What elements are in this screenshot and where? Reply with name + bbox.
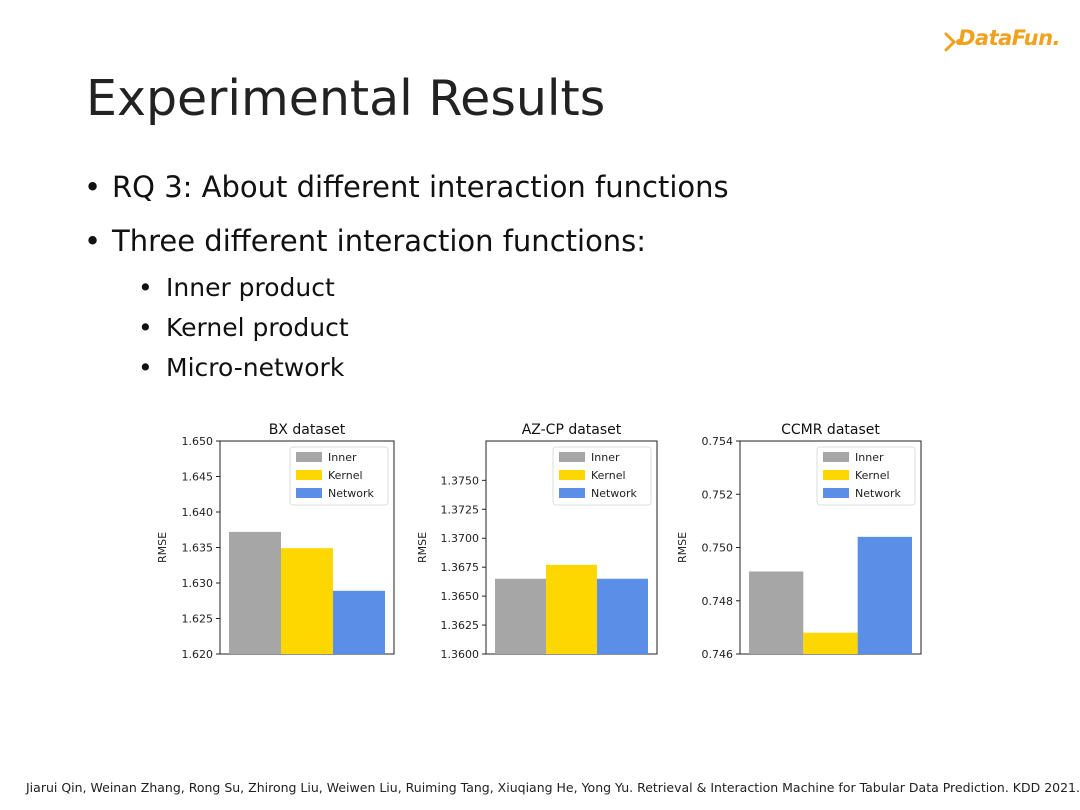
chart-title: BX dataset [269, 422, 346, 438]
bullet-text: Three different interaction functions: [112, 224, 647, 258]
y-tick-label: 1.3700 [441, 532, 480, 545]
y-tick-label: 1.625 [182, 613, 214, 626]
y-tick-label: 1.3675 [441, 561, 480, 574]
chart-panel: AZ-CP dataset 1.3600 1.3625 1.3650 1.3675 1.3… [416, 422, 658, 661]
legend-label: Network [855, 487, 902, 500]
y-tick-label: 1.3725 [441, 503, 480, 516]
bar-inner [749, 571, 804, 654]
y-axis-label: RMSE [416, 532, 429, 563]
legend-label: Network [591, 487, 638, 500]
subbullet-item: • Inner product [138, 268, 729, 308]
y-tick-label: 1.630 [182, 577, 214, 590]
legend-swatch [559, 470, 585, 480]
bullet-dot: • [84, 170, 102, 204]
legend-swatch [296, 488, 322, 498]
chart-panel: CCMR dataset 0.746 0.748 0.750 0.752 0.754 RMS… [676, 422, 922, 661]
y-tick-label: 0.748 [702, 595, 734, 608]
bullet-text: RQ 3: About different interaction functi… [112, 170, 729, 204]
y-tick-label: 1.3750 [441, 474, 480, 487]
y-tick-label: 0.746 [702, 648, 734, 661]
legend-swatch [823, 488, 849, 498]
bullet-dot: • [138, 353, 153, 382]
legend-swatch [823, 452, 849, 462]
legend-label: Kernel [591, 469, 626, 482]
y-tick-label: 0.752 [702, 488, 734, 501]
y-tick-label: 0.750 [702, 542, 734, 555]
legend-label: Kernel [855, 469, 890, 482]
legend-label: Inner [591, 451, 620, 464]
bullet-dot: • [138, 313, 153, 342]
legend-swatch [823, 470, 849, 480]
bar-network [333, 590, 385, 654]
bar-network [597, 578, 648, 654]
y-tick-label: 1.640 [182, 506, 214, 519]
y-axis-label: RMSE [676, 532, 689, 563]
chart-title: AZ-CP dataset [522, 422, 622, 438]
y-tick-label: 1.645 [182, 471, 214, 484]
bar-inner [495, 578, 546, 654]
legend-swatch [559, 488, 585, 498]
y-tick-label: 0.754 [702, 435, 734, 448]
subbullet-text: Micro-network [166, 353, 345, 382]
bar-charts: BX dataset 1.620 1.625 1.630 1.635 1.640 1.645… [156, 422, 922, 661]
page-title: Experimental Results [86, 70, 606, 127]
y-tick-label: 1.620 [182, 648, 214, 661]
bullet-dot: • [84, 224, 102, 258]
chart-panel: BX dataset 1.620 1.625 1.630 1.635 1.640 1.645… [156, 422, 395, 661]
subbullet-item: • Kernel product [138, 308, 729, 348]
subbullet-item: • Micro-network [138, 348, 729, 388]
bar-inner [229, 531, 281, 654]
citation-footnote: Jiarui Qin, Weinan Zhang, Rong Su, Zhiro… [26, 780, 1080, 795]
subbullet-text: Inner product [166, 273, 335, 302]
y-axis-label: RMSE [156, 532, 169, 563]
bar-network [857, 536, 912, 654]
bullet-item: • Three different interaction functions: [84, 214, 729, 268]
y-tick-label: 1.3600 [441, 648, 480, 661]
subbullet-text: Kernel product [166, 313, 349, 342]
legend-swatch [559, 452, 585, 462]
datafun-logo: DataFun. [944, 24, 1068, 58]
bullet-list: • RQ 3: About different interaction funct… [84, 160, 729, 388]
chart-title: CCMR dataset [781, 422, 880, 438]
bullet-item: • RQ 3: About different interaction funct… [84, 160, 729, 214]
bar-kernel [546, 564, 597, 654]
legend-swatch [296, 452, 322, 462]
y-tick-label: 1.650 [182, 435, 214, 448]
bar-kernel [803, 632, 858, 654]
y-tick-label: 1.3650 [441, 590, 480, 603]
legend-label: Network [328, 487, 375, 500]
bar-kernel [281, 548, 333, 654]
legend-swatch [296, 470, 322, 480]
logo-text: DataFun. [958, 26, 1061, 50]
legend-label: Inner [328, 451, 357, 464]
logo-mark-icon [944, 32, 962, 52]
bullet-dot: • [138, 273, 153, 302]
legend-label: Inner [855, 451, 884, 464]
y-tick-label: 1.635 [182, 542, 214, 555]
legend-label: Kernel [328, 469, 363, 482]
y-tick-label: 1.3625 [441, 619, 480, 632]
